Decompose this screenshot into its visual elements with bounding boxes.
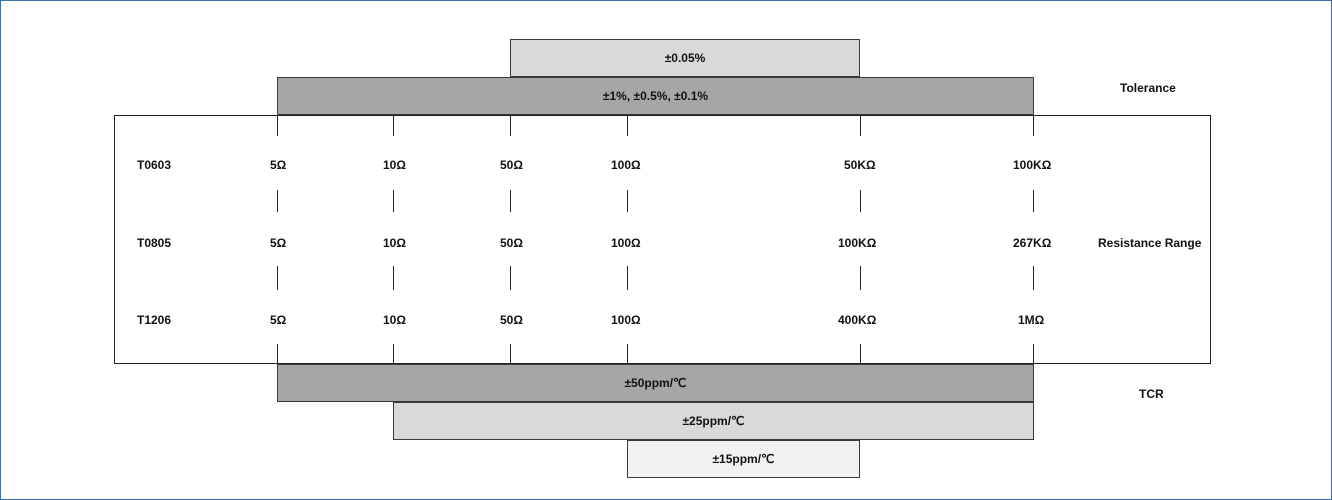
tick-mark	[393, 116, 394, 136]
tick-mark	[510, 116, 511, 136]
tick-mark	[277, 190, 278, 212]
t0805-value-50: 50Ω	[500, 236, 523, 250]
tick-mark	[393, 344, 394, 364]
tcr-bar-15: ±15ppm/℃	[627, 440, 860, 478]
t0603-value-max-low: 50KΩ	[844, 158, 876, 172]
tick-mark	[277, 344, 278, 364]
tick-mark	[277, 116, 278, 136]
t0603-value-5: 5Ω	[270, 158, 287, 172]
tolerance-bar-standard-label: ±1%, ±0.5%, ±0.1%	[602, 89, 709, 103]
tcr-bar-15-label: ±15ppm/℃	[712, 452, 775, 466]
t1206-value-50: 50Ω	[500, 313, 523, 327]
tick-mark	[510, 190, 511, 212]
t0603-value-10: 10Ω	[383, 158, 406, 172]
model-t0603: T0603	[137, 158, 172, 172]
tolerance-bar-0.05: ±0.05%	[510, 39, 860, 77]
tick-mark	[627, 116, 628, 136]
model-t1206: T1206	[137, 313, 172, 327]
t0603-value-100: 100Ω	[611, 158, 641, 172]
t0805-value-max: 267KΩ	[1013, 236, 1052, 250]
tcr-bar-50-label: ±50ppm/℃	[624, 376, 687, 390]
t0805-value-100: 100Ω	[611, 236, 641, 250]
tcr-label: TCR	[1139, 387, 1164, 401]
tick-mark	[393, 266, 394, 290]
tick-mark	[1033, 116, 1034, 136]
tick-mark	[1033, 190, 1034, 212]
tcr-bar-25: ±25ppm/℃	[393, 402, 1034, 440]
tick-mark	[627, 266, 628, 290]
t1206-value-10: 10Ω	[383, 313, 406, 327]
tick-mark	[627, 344, 628, 364]
tolerance-bar-standard: ±1%, ±0.5%, ±0.1%	[277, 77, 1034, 115]
tick-mark	[860, 190, 861, 212]
t1206-value-max-low: 400KΩ	[838, 313, 877, 327]
t1206-value-100: 100Ω	[611, 313, 641, 327]
t0603-value-max: 100KΩ	[1013, 158, 1052, 172]
tick-mark	[510, 344, 511, 364]
model-t0805: T0805	[137, 236, 172, 250]
tick-mark	[860, 116, 861, 136]
resistance-range-box	[114, 115, 1211, 364]
t0805-value-max-low: 100KΩ	[838, 236, 877, 250]
tick-mark	[1033, 266, 1034, 290]
t1206-value-5: 5Ω	[270, 313, 287, 327]
tolerance-label: Tolerance	[1120, 81, 1176, 95]
t1206-value-max: 1MΩ	[1018, 313, 1045, 327]
resistance-range-label: Resistance Range	[1098, 236, 1202, 250]
t0603-value-50: 50Ω	[500, 158, 523, 172]
tick-mark	[627, 190, 628, 212]
tick-mark	[393, 190, 394, 212]
tcr-bar-50: ±50ppm/℃	[277, 364, 1034, 402]
tcr-bar-25-label: ±25ppm/℃	[682, 414, 745, 428]
t0805-value-5: 5Ω	[270, 236, 287, 250]
tick-mark	[1033, 344, 1034, 364]
t0805-value-10: 10Ω	[383, 236, 406, 250]
tick-mark	[860, 266, 861, 290]
tolerance-bar-0.05-label: ±0.05%	[664, 51, 706, 65]
tick-mark	[277, 266, 278, 290]
tick-mark	[860, 344, 861, 364]
tick-mark	[510, 266, 511, 290]
